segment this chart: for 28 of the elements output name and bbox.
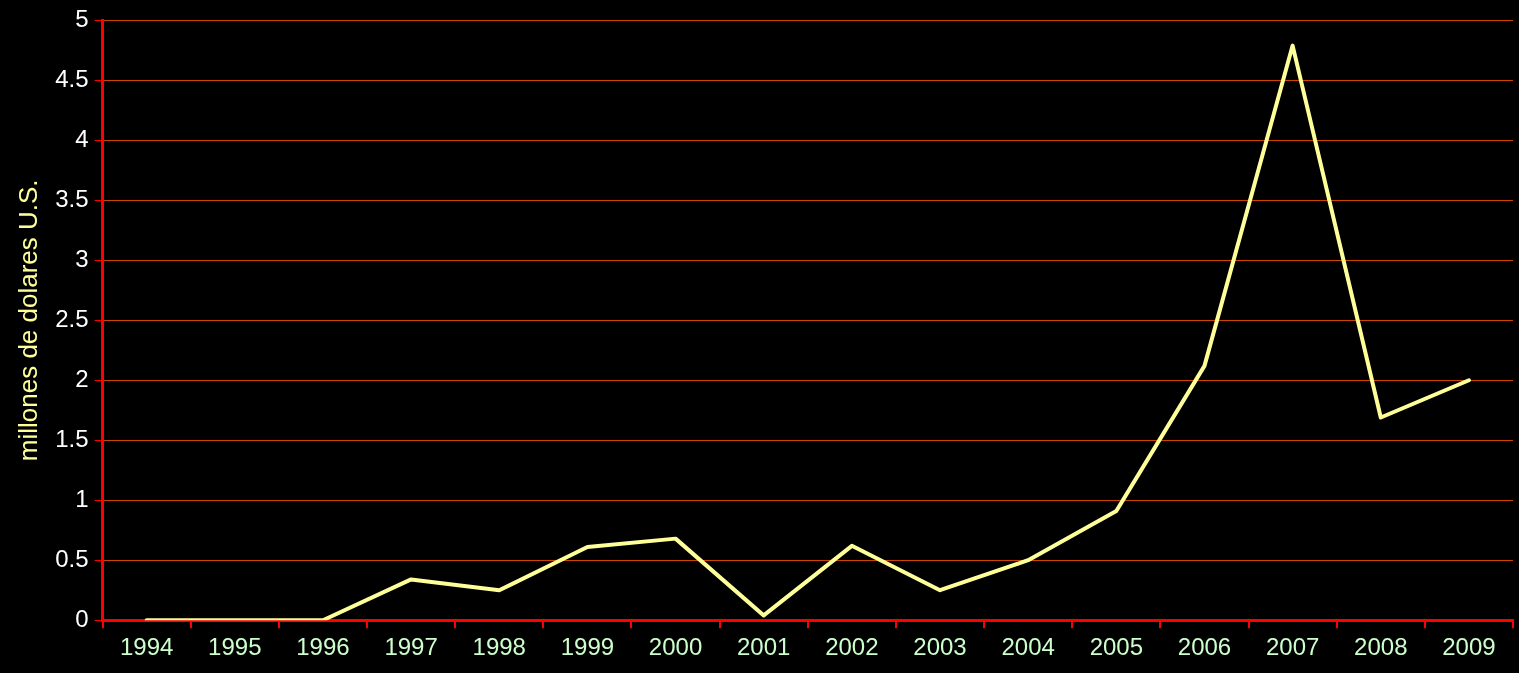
x-tick-label: 2001	[737, 633, 791, 661]
x-tick-label: 2008	[1354, 633, 1408, 661]
x-tick-label: 1994	[119, 633, 174, 661]
x-tick-label: 2003	[913, 633, 967, 661]
y-tick-label: 3.5	[55, 184, 89, 212]
y-tick-label: 4.5	[55, 65, 89, 92]
y-tick-label: 3	[75, 244, 89, 272]
x-tick-label: 2005	[1089, 633, 1144, 661]
x-tick-label: 2002	[825, 633, 879, 661]
y-tick-label: 1	[75, 484, 89, 512]
y-tick-label: 0.5	[55, 544, 89, 572]
x-tick-label: 2007	[1265, 633, 1320, 661]
x-tick-label: 2006	[1177, 633, 1232, 661]
y-tick-label: 2.5	[55, 304, 89, 332]
x-tick-label: 1999	[560, 633, 615, 661]
x-tick-label: 1995	[208, 633, 262, 661]
x-tick-label: 1996	[296, 633, 350, 661]
x-tick-label: 2000	[648, 633, 703, 661]
x-tick-label: 2004	[1001, 633, 1055, 661]
y-tick-label: 1.5	[55, 424, 89, 452]
x-tick-label: 1998	[472, 633, 526, 661]
y-axis-title: millones de dolares U.S.	[12, 179, 43, 462]
y-tick-label: 4	[75, 124, 89, 152]
y-tick-label: 5	[75, 5, 89, 33]
x-tick-label: 2009	[1442, 633, 1496, 661]
y-tick-label: 2	[75, 364, 89, 392]
x-tick-label: 1997	[384, 633, 438, 661]
y-tick-label: 0	[75, 604, 89, 632]
